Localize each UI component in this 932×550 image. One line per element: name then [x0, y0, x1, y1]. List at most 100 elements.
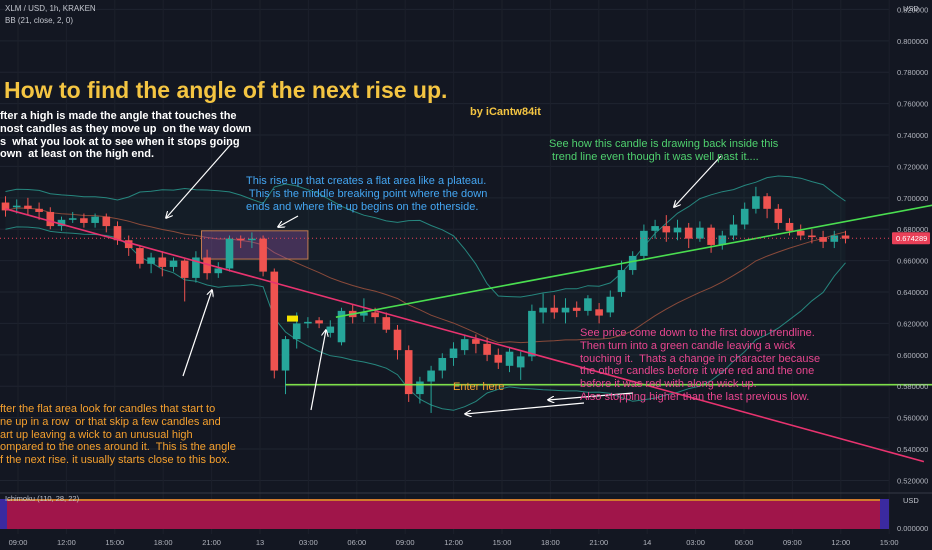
time-axis: 09:00 12:00 15:00 18:00 21:00 13 03:00 06:00 09:…	[9, 538, 899, 547]
note-price: See price come down to the first down tr…	[580, 327, 821, 403]
candle	[91, 216, 99, 223]
price-tick-label: 0.700000	[897, 194, 928, 203]
candle	[113, 226, 122, 241]
time-tick-label: 15:00	[493, 538, 512, 547]
candle	[796, 230, 805, 236]
candle	[752, 196, 760, 209]
price-tick-label: 0.660000	[897, 257, 928, 266]
note-bottom-left: fter the flat area look for candles that…	[0, 403, 236, 466]
candle	[292, 323, 301, 340]
candle	[147, 257, 155, 264]
time-tick-label: 18:00	[154, 538, 173, 547]
time-tick-label: 15:00	[880, 538, 899, 547]
time-tick-label: 03:00	[686, 538, 705, 547]
currency-label-top: USD	[903, 4, 919, 13]
price-tick-label: 0.680000	[897, 225, 928, 234]
candle	[192, 257, 200, 278]
price-tick-label: 0.820000	[897, 5, 928, 14]
candle	[24, 205, 32, 209]
ichimoku-end	[880, 499, 889, 529]
candle	[617, 270, 626, 293]
candle	[248, 238, 256, 241]
arrow	[278, 215, 299, 227]
time-tick-label: 06:00	[735, 538, 754, 547]
candle	[539, 307, 547, 313]
candle	[550, 307, 559, 313]
candle	[315, 320, 323, 324]
candle	[763, 196, 771, 209]
candle	[819, 237, 827, 242]
candle	[102, 216, 111, 227]
arrow	[182, 290, 212, 377]
symbol-header: XLM / USD, 1h, KRAKEN	[5, 4, 96, 13]
candle	[729, 224, 738, 236]
candle	[1, 202, 10, 211]
candle	[203, 257, 211, 274]
candle	[696, 227, 704, 239]
downtrend-line	[5, 208, 925, 463]
candle	[528, 310, 536, 357]
candle	[494, 354, 503, 363]
candle	[460, 339, 469, 351]
bollinger-bands	[5, 175, 846, 411]
price-tick-label: 0.740000	[897, 131, 928, 140]
candle	[57, 219, 66, 227]
bb-lower	[5, 226, 846, 411]
time-tick-label: 06:00	[347, 538, 366, 547]
candle	[281, 339, 290, 371]
candle	[225, 238, 234, 269]
arrow	[310, 330, 326, 411]
candle	[371, 312, 379, 318]
arrow	[674, 155, 722, 207]
lower-tick-label: 0.000000	[897, 524, 928, 533]
price-tick-label: 0.800000	[897, 37, 928, 46]
candle	[707, 227, 715, 245]
candle	[662, 226, 671, 233]
arrow	[166, 142, 233, 218]
price-tick-label: 0.520000	[897, 476, 928, 485]
time-tick-label: 21:00	[589, 538, 608, 547]
time-tick-label: 09:00	[783, 538, 802, 547]
uptrend-line	[335, 204, 932, 318]
price-tick-label: 0.560000	[897, 414, 928, 423]
author-label: by iCantw84it	[470, 106, 541, 118]
time-tick-label: 12:00	[57, 538, 76, 547]
candle	[35, 208, 43, 212]
candle	[304, 321, 312, 324]
enter-here-label: Enter here	[453, 381, 505, 393]
ichimoku-line	[0, 499, 889, 501]
time-tick-label: 09:00	[9, 538, 28, 547]
candle	[841, 235, 850, 239]
candle	[651, 226, 659, 231]
candle	[393, 329, 402, 351]
bb-upper	[5, 175, 846, 298]
last-price-badge	[892, 232, 930, 245]
time-tick-label: 15:00	[105, 538, 124, 547]
time-tick-label: 14	[643, 538, 651, 547]
price-tick-label: 0.600000	[897, 351, 928, 360]
candle	[136, 248, 144, 264]
candle	[438, 357, 447, 371]
candles	[1, 186, 850, 413]
candle	[449, 348, 458, 358]
time-tick-label: 13	[256, 538, 264, 547]
note-plateau: This rise up that creates a flat area li…	[246, 175, 488, 213]
candle	[158, 257, 167, 267]
price-tick-label: 0.640000	[897, 288, 928, 297]
candle	[830, 235, 839, 242]
candle	[472, 339, 480, 344]
candle	[326, 326, 335, 333]
time-tick-label: 12:00	[444, 538, 463, 547]
candle	[483, 343, 491, 355]
candle	[68, 218, 77, 220]
currency-label-lower: USD	[903, 496, 919, 505]
trendlines	[5, 204, 932, 463]
candle	[80, 218, 88, 223]
annotation-arrows	[166, 142, 722, 414]
candle	[684, 227, 693, 239]
entry-marker	[287, 315, 298, 322]
arrow	[465, 402, 585, 414]
last-price-label: 0.674289	[896, 234, 927, 243]
candle	[640, 230, 648, 256]
